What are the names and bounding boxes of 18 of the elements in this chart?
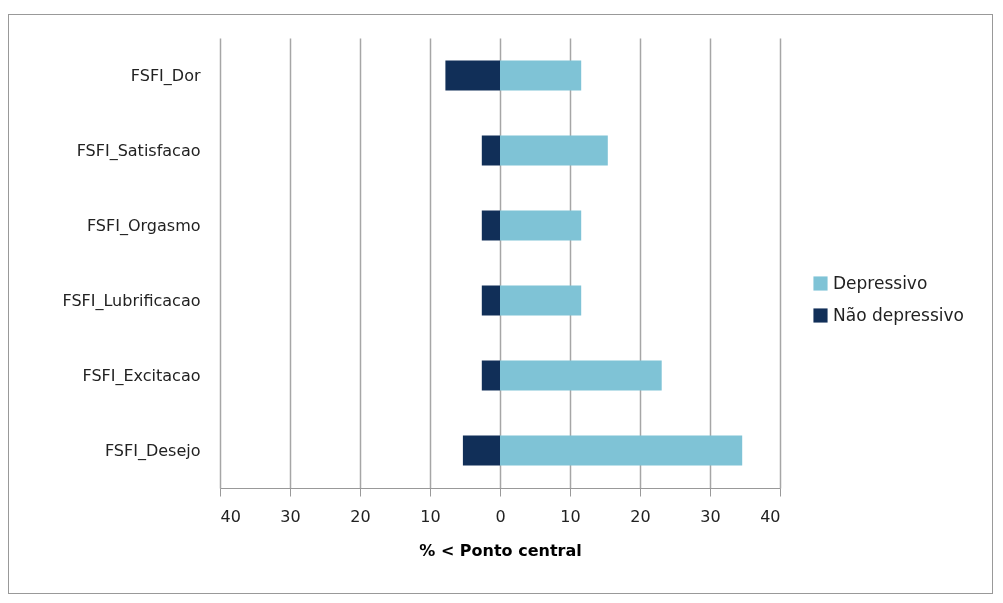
legend-label: Não depressivo bbox=[833, 304, 964, 325]
x-tick-label: 30 bbox=[280, 506, 301, 526]
y-tick-label: FSFI_Lubrificacao bbox=[62, 290, 201, 311]
y-tick-label: FSFI_Orgasmo bbox=[86, 215, 201, 236]
y-tick-label: FSFI_Desejo bbox=[104, 440, 201, 461]
y-tick-label: FSFI_Satisfacao bbox=[76, 140, 201, 161]
x-tick-label: 20 bbox=[630, 506, 651, 526]
y-tick-label: FSFI_Dor bbox=[130, 65, 201, 86]
x-tick-label: 0 bbox=[495, 506, 506, 526]
x-tick-label: 10 bbox=[560, 506, 581, 526]
x-axis-title: % < Ponto central bbox=[419, 540, 582, 560]
y-tick-label: FSFI_Excitacao bbox=[82, 365, 201, 386]
x-tick-label: 40 bbox=[760, 506, 781, 526]
x-tick-label: 20 bbox=[350, 506, 371, 526]
x-tick-label: 10 bbox=[420, 506, 441, 526]
legend-label: Depressivo bbox=[833, 272, 928, 293]
x-tick-label: 40 bbox=[220, 506, 241, 526]
x-tick-label: 30 bbox=[700, 506, 721, 526]
